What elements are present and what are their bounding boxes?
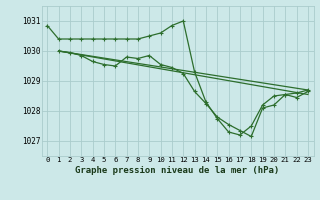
- X-axis label: Graphe pression niveau de la mer (hPa): Graphe pression niveau de la mer (hPa): [76, 166, 280, 175]
